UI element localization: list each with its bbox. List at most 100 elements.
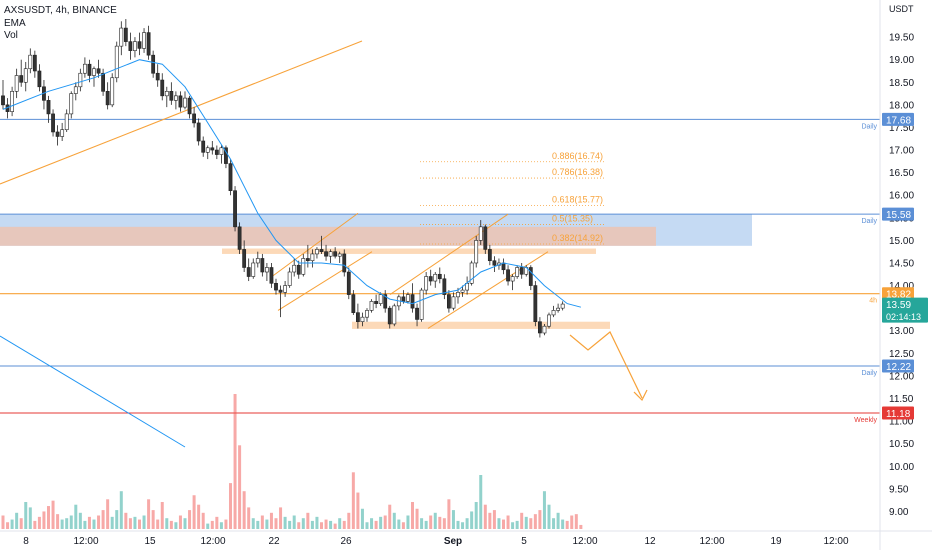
price-level-badge-text: 13.82 — [886, 290, 911, 301]
volume-bar — [351, 472, 355, 529]
volume-bar — [279, 507, 283, 529]
candle — [310, 249, 315, 268]
price-tick-label: 14.50 — [889, 258, 914, 269]
candle — [451, 292, 456, 311]
price-tick-label: 14.00 — [889, 281, 914, 292]
price-tick-label: 17.50 — [889, 123, 914, 134]
candle — [146, 25, 151, 60]
volume-bar — [292, 515, 296, 529]
price-level-badge — [882, 112, 914, 126]
volume-bar — [397, 519, 401, 529]
candle-body — [260, 258, 265, 273]
volume-bar — [456, 520, 460, 529]
price-tick-label: 10.00 — [889, 462, 914, 473]
candle — [383, 290, 388, 313]
candle-body — [51, 113, 55, 133]
channel2-line-lower — [427, 251, 549, 329]
candle-body — [264, 267, 269, 273]
volume-bar — [33, 520, 37, 529]
candle — [410, 283, 415, 313]
candle-body — [542, 325, 547, 334]
volume-bar — [106, 499, 110, 529]
price-axis-unit: USDT — [889, 4, 914, 14]
candle-body — [451, 296, 456, 309]
volume-bar — [401, 522, 405, 529]
candle — [551, 305, 556, 318]
volume-bar — [470, 511, 474, 529]
candle-body — [296, 264, 301, 275]
candle-body — [533, 285, 538, 323]
candle-body — [101, 72, 106, 92]
symbol-title[interactable]: AXSUSDT, 4h, BINANCE — [4, 5, 117, 16]
candle-body — [415, 307, 419, 320]
candle-body — [551, 310, 556, 316]
price-tick-label: 19.00 — [889, 55, 914, 66]
candle — [196, 118, 201, 146]
candle-body — [560, 303, 565, 309]
candle-body — [483, 226, 488, 250]
volume-bar — [542, 491, 546, 529]
volume-bar — [19, 518, 23, 529]
candle — [51, 109, 55, 137]
volume-bar — [561, 519, 565, 529]
volume-bar — [97, 515, 101, 529]
candle-body — [114, 45, 119, 79]
candle-body — [351, 294, 356, 313]
volume-bar — [215, 516, 219, 529]
ema-indicator-label[interactable]: EMA — [4, 17, 26, 29]
level-side-label: Daily — [861, 218, 877, 225]
candle — [42, 80, 46, 110]
volume-bar — [461, 522, 465, 529]
candle-body — [110, 77, 115, 106]
volume-bar — [379, 516, 383, 529]
candle — [315, 247, 319, 259]
candle-body — [328, 251, 333, 257]
candle — [287, 267, 292, 288]
candle — [192, 107, 197, 128]
candle-body — [201, 140, 206, 153]
volume-bar — [247, 507, 251, 529]
candle-body — [228, 163, 233, 191]
candle-body — [547, 314, 551, 327]
candle — [324, 244, 328, 261]
candle — [23, 61, 28, 92]
fib-label: 0.786(16.38) — [552, 167, 603, 177]
candle — [255, 251, 260, 268]
volume-bar — [260, 515, 264, 529]
candle-body — [192, 113, 197, 124]
candle — [133, 37, 137, 58]
candle-body — [242, 249, 247, 268]
volume-bar — [60, 519, 64, 529]
candle — [378, 292, 383, 306]
candle — [519, 262, 524, 279]
candle-countdown-text: 02:14:13 — [886, 312, 921, 322]
candle — [474, 235, 479, 268]
volume-bar — [74, 504, 78, 529]
candle — [151, 50, 156, 78]
candle-body — [365, 310, 369, 318]
candle-body — [492, 260, 497, 266]
volume-bar — [15, 512, 19, 529]
candle-body — [346, 271, 351, 295]
candle-body — [487, 249, 492, 262]
candle-body — [528, 267, 533, 286]
price-level-badge — [882, 287, 914, 301]
volume-bar — [92, 519, 96, 529]
volume-bar — [360, 508, 364, 529]
candle-body — [387, 307, 392, 325]
candle-body — [419, 289, 424, 320]
volume-bar — [420, 518, 424, 529]
candle-body — [178, 95, 183, 108]
candle — [469, 260, 474, 286]
price-tick-label: 10.50 — [889, 439, 914, 450]
candle-body — [251, 262, 256, 277]
candle — [460, 285, 465, 297]
candle-body — [55, 131, 60, 137]
volume-bar — [415, 508, 419, 529]
volume-bar — [197, 504, 201, 529]
volume-bar — [238, 445, 242, 529]
candle-body — [233, 190, 237, 228]
volume-bar — [233, 394, 237, 529]
candle — [392, 303, 397, 327]
volume-indicator-label[interactable]: Vol — [4, 30, 18, 41]
